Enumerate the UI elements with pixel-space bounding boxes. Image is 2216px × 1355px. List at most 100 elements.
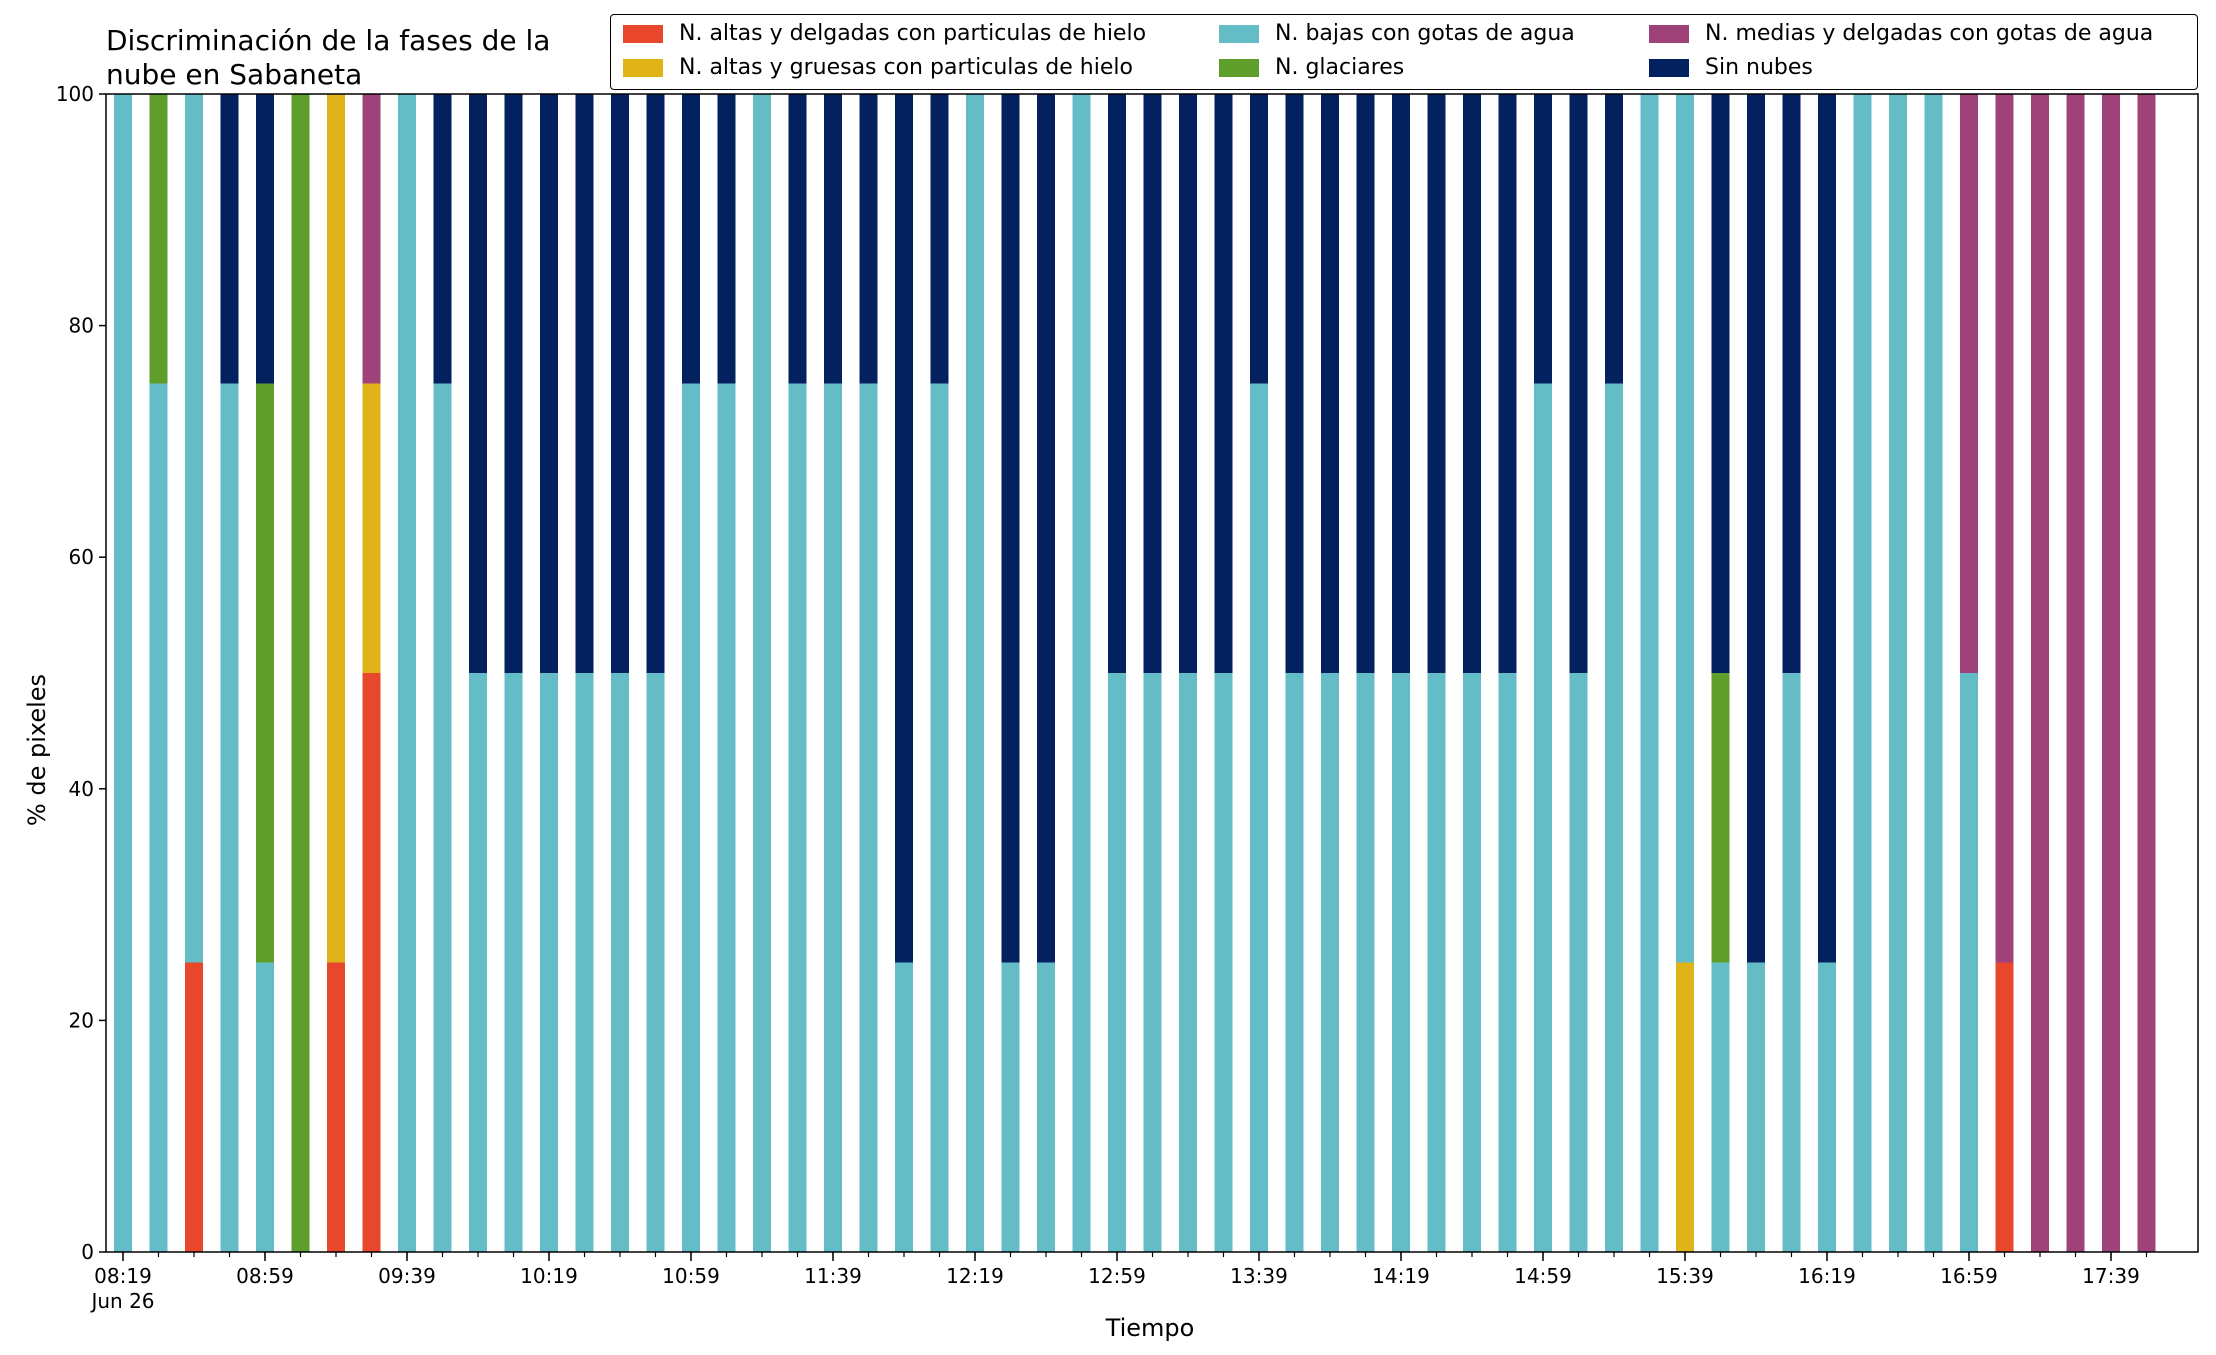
legend-label: N. medias y delgadas con gotas de agua (1705, 21, 2154, 46)
bar-segment (433, 94, 452, 384)
bar-segment (1498, 673, 1517, 1252)
x-tick-label: 14:59 (1514, 1264, 1572, 1288)
bar-segment (1037, 94, 1055, 963)
bar-segment (1534, 94, 1552, 384)
bar-segment (2031, 94, 2049, 1252)
bar-segment (1214, 673, 1233, 1252)
bar-segment (2102, 94, 2120, 1252)
chart-title: Discriminación de la fases de la nube en… (106, 24, 551, 91)
bar-segment (1676, 94, 1694, 963)
bar-segment (1321, 673, 1339, 1252)
bar-segment (1250, 94, 1268, 384)
bar-segment (682, 94, 700, 384)
bar-segment (1001, 94, 1020, 963)
bar-segment (433, 383, 452, 1252)
bar-segment (362, 383, 381, 673)
legend-swatch (1219, 24, 1259, 43)
x-tick-label: 12:59 (1088, 1264, 1146, 1288)
legend-item: N. glaciares (1219, 55, 1404, 80)
bar-segment (114, 94, 132, 1252)
legend-item: Sin nubes (1649, 55, 1813, 80)
legend-swatch (1649, 24, 1689, 43)
bar-segment (611, 673, 629, 1252)
x-tick-label: 16:19 (1798, 1264, 1856, 1288)
bar-segment (1108, 673, 1126, 1252)
legend-label: Sin nubes (1705, 55, 1813, 80)
bar-segment (149, 383, 168, 1252)
bar-segment (1285, 673, 1304, 1252)
bar-segment (540, 94, 558, 673)
bar-segment (1498, 94, 1517, 673)
bar-segment (398, 94, 416, 1252)
x-tick-sublabel: Jun 26 (89, 1289, 154, 1313)
bar-segment (1711, 94, 1730, 673)
legend-swatch (623, 58, 663, 77)
bar-segment (185, 962, 203, 1252)
bar-segment (1356, 94, 1375, 673)
bar-segment (859, 94, 878, 384)
legend-item: N. altas y gruesas con particulas de hie… (623, 55, 1133, 80)
y-tick-label: 40 (69, 777, 94, 801)
bar-segment (1463, 94, 1481, 673)
bar-segment (611, 94, 629, 673)
legend-label: N. bajas con gotas de agua (1275, 21, 1575, 46)
bar-segment (1960, 673, 1978, 1252)
legend-item: N. altas y delgadas con particulas de hi… (623, 21, 1146, 46)
x-tick-label: 11:39 (804, 1264, 862, 1288)
bar-segment (469, 94, 487, 673)
x-tick-label: 08:19 (94, 1264, 152, 1288)
legend-label: N. glaciares (1275, 55, 1405, 80)
chart-legend: N. altas y delgadas con particulas de hi… (610, 14, 2198, 90)
legend-item: N. bajas con gotas de agua (1219, 21, 1575, 46)
bar-segment (646, 673, 665, 1252)
bar-segment (504, 94, 523, 673)
y-axis-label: % de pixeles (23, 673, 51, 827)
bar-segment (2066, 94, 2085, 1252)
bar-segment (1605, 383, 1623, 1252)
bar-segment (1640, 94, 1659, 1252)
bar-segment (930, 383, 949, 1252)
bar-segment (1747, 94, 1765, 963)
bar-segment (1392, 94, 1410, 673)
y-tick-label: 80 (69, 314, 94, 338)
bar-segment (1711, 673, 1730, 963)
bar-segment (1285, 94, 1304, 673)
bar-segment (1143, 673, 1162, 1252)
bar-segment (1569, 673, 1588, 1252)
bar-segment (256, 94, 274, 384)
legend-swatch (1649, 58, 1689, 77)
bar-segment (1960, 94, 1978, 673)
bar-segment (220, 383, 239, 1252)
bar-segment (1534, 383, 1552, 1252)
bar-segment (291, 94, 310, 1252)
bar-segment (575, 94, 594, 673)
bar-segment (966, 94, 984, 1252)
bar-segment (1853, 94, 1872, 1252)
bar-segment (1569, 94, 1588, 673)
x-tick-label: 15:39 (1656, 1264, 1714, 1288)
bar-segment (1605, 94, 1623, 384)
y-tick-label: 20 (69, 1008, 94, 1032)
bar-segment (1250, 383, 1268, 1252)
bar-segment (540, 673, 558, 1252)
x-tick-label: 13:39 (1230, 1264, 1288, 1288)
legend-label: N. altas y gruesas con particulas de hie… (679, 55, 1133, 80)
bar-segment (824, 383, 842, 1252)
y-tick-label: 0 (81, 1240, 94, 1264)
y-axis-label-box: % de pixeles (12, 500, 62, 1000)
bar-segment (1676, 962, 1694, 1252)
bar-segment (469, 673, 487, 1252)
bar-segment (1356, 673, 1375, 1252)
bar-segment (895, 962, 913, 1252)
bar-segment (327, 94, 345, 963)
bar-segment (1072, 94, 1091, 1252)
bar-segment (717, 94, 736, 384)
bar-segment (504, 673, 523, 1252)
bar-segment (1889, 94, 1907, 1252)
bar-segment (327, 962, 345, 1252)
x-tick-label: 16:59 (1940, 1264, 1998, 1288)
bar-segment (362, 673, 381, 1252)
x-axis-label: Tiempo (1105, 1314, 1195, 1342)
bar-segment (1427, 94, 1446, 673)
